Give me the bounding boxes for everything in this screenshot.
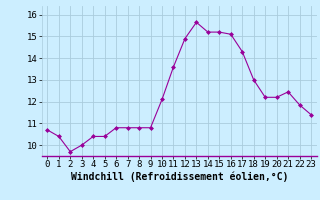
X-axis label: Windchill (Refroidissement éolien,°C): Windchill (Refroidissement éolien,°C) xyxy=(70,172,288,182)
